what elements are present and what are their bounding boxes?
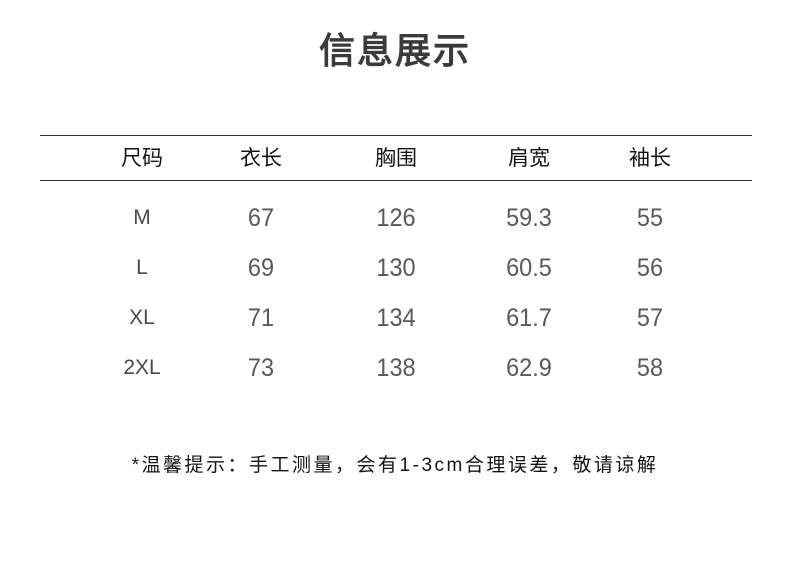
- size-table-body: M 67 126 59.3 55 L 69 130 60.5 56 XL 71 …: [40, 181, 752, 393]
- header-cell-shoulder: 肩宽: [508, 147, 550, 170]
- header-cell-sleeve: 袖长: [629, 147, 671, 170]
- header-cell-length: 衣长: [240, 147, 282, 170]
- cell-sleeve: 56: [636, 254, 664, 282]
- header-cell-chest: 胸围: [375, 147, 417, 170]
- cell-size: XL: [129, 306, 155, 329]
- size-table-header-row: 尺码 衣长 胸围 肩宽 袖长: [40, 135, 752, 181]
- cell-shoulder: 60.5: [506, 254, 552, 282]
- cell-shoulder: 59.3: [506, 204, 552, 232]
- cell-shoulder: 62.9: [506, 354, 552, 382]
- cell-length: 67: [247, 204, 275, 232]
- cell-chest: 134: [376, 304, 416, 332]
- size-table: 尺码 衣长 胸围 肩宽 袖长 M 67 126 59.3 55 L 69 130…: [40, 135, 752, 393]
- cell-length: 71: [247, 304, 275, 332]
- table-row-m: M 67 126 59.3 55: [40, 193, 752, 243]
- cell-chest: 138: [376, 354, 416, 382]
- table-row-l: L 69 130 60.5 56: [40, 243, 752, 293]
- header-cell-size: 尺码: [121, 147, 163, 170]
- table-row-2xl: 2XL 73 138 62.9 58: [40, 343, 752, 393]
- cell-sleeve: 57: [636, 304, 664, 332]
- cell-size: 2XL: [123, 356, 161, 379]
- page-title: 信息展示: [318, 30, 471, 71]
- cell-sleeve: 55: [636, 204, 664, 232]
- measurement-disclaimer: *温馨提示：手工测量，会有1-3cm合理误差，敬请谅解: [131, 455, 659, 476]
- cell-chest: 126: [376, 204, 416, 232]
- cell-chest: 130: [376, 254, 416, 282]
- cell-length: 69: [247, 254, 275, 282]
- cell-length: 73: [247, 354, 275, 382]
- cell-size: L: [136, 256, 148, 279]
- cell-shoulder: 61.7: [506, 304, 552, 332]
- cell-sleeve: 58: [636, 354, 664, 382]
- cell-size: M: [133, 206, 151, 229]
- table-row-xl: XL 71 134 61.7 57: [40, 293, 752, 343]
